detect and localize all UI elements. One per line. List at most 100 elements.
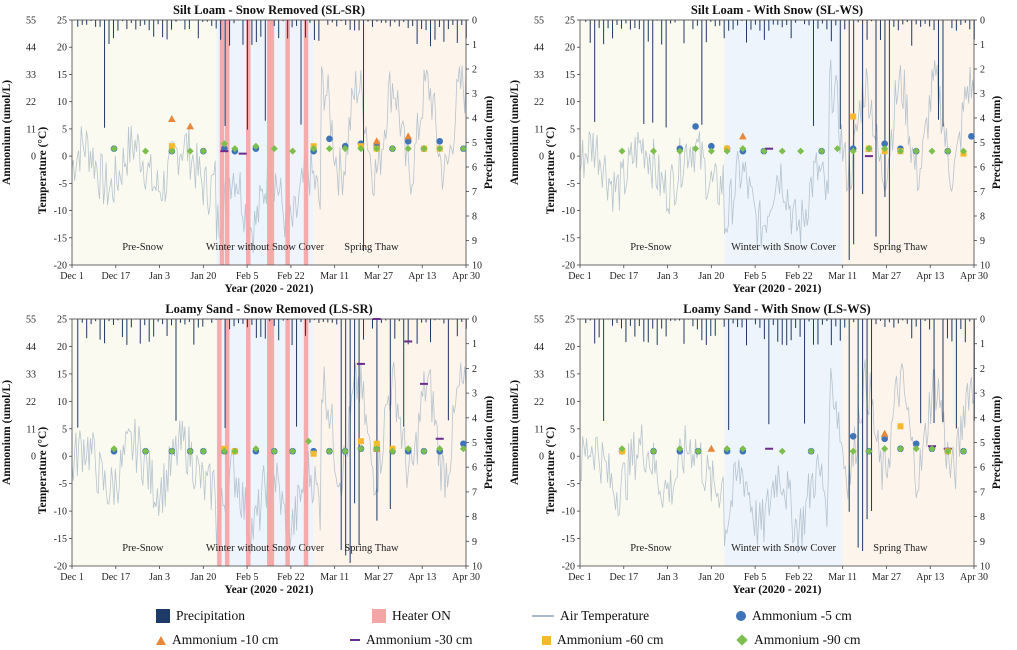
precipitation-axis-label: Precipitation (mm) xyxy=(483,396,495,490)
ammonium-90cm-point xyxy=(199,447,207,455)
precipitation-bar xyxy=(121,319,123,338)
temperature-tick-label: -10 xyxy=(54,206,67,217)
ammonium-tick-label: 0 xyxy=(31,152,36,163)
precipitation-bar xyxy=(354,319,356,504)
precipitation-tick-label: 1 xyxy=(472,40,477,51)
precipitation-bar xyxy=(911,319,913,339)
temperature-tick-label: 10 xyxy=(57,97,67,108)
precipitation-bar xyxy=(728,319,730,430)
ammonium-tick-label: 0 xyxy=(539,152,544,163)
precipitation-bar xyxy=(888,319,890,323)
precipitation-bar xyxy=(781,20,783,28)
panel-title: Silt Loam - Snow Removed (SL-SR) xyxy=(173,3,365,17)
ammonium-90cm-point xyxy=(341,145,349,153)
date-tick-label: Apr 30 xyxy=(452,572,480,583)
precipitation-bar xyxy=(763,319,765,340)
ammonium-axis-label: Ammonium (umol/L) xyxy=(509,80,521,185)
precipitation-bar xyxy=(447,319,449,421)
precipitation-bar xyxy=(661,319,663,329)
ammonium-90cm-point xyxy=(618,147,626,155)
ammonium-90cm-point xyxy=(928,445,936,453)
precipitation-bar xyxy=(318,20,320,41)
precipitation-bar xyxy=(826,319,828,322)
precipitation-bar xyxy=(777,20,779,25)
precipitation-bar xyxy=(938,20,940,120)
legend-amm90: Ammonium -90 cm xyxy=(736,630,861,650)
precipitation-bar xyxy=(714,319,716,336)
date-tick-label: Mar 11 xyxy=(828,271,857,282)
ammonium-90cm-point xyxy=(959,447,967,455)
precipitation-bar xyxy=(363,319,365,340)
panel-title: Loamy Sand - With Snow (LS-WS) xyxy=(683,302,870,316)
precipitation-bar xyxy=(911,20,913,46)
precipitation-bar xyxy=(790,319,792,341)
precipitation-bar xyxy=(90,20,92,21)
precipitation-bar xyxy=(322,319,324,322)
precipitation-bar xyxy=(812,20,814,126)
temperature-axis-label: Temperature (°C) xyxy=(37,127,49,214)
ammonium-30cm-point xyxy=(238,152,247,155)
temperature-tick-label: 25 xyxy=(565,16,575,27)
precipitation-tick-label: 1 xyxy=(980,40,985,51)
ammonium-5cm-point xyxy=(460,440,467,448)
precipitation-bar xyxy=(291,319,293,346)
ammonium-90cm-point xyxy=(959,147,967,155)
legend-amm5: Ammonium -5 cm xyxy=(736,606,852,626)
precipitation-bar xyxy=(345,319,347,556)
phase-label: Spring Thaw xyxy=(344,242,399,253)
precipitation-bar xyxy=(821,319,823,325)
precipitation-bar xyxy=(443,20,445,42)
precipitation-bar xyxy=(162,20,164,38)
precipitation-bar xyxy=(835,20,837,26)
ammonium-tick-label: 44 xyxy=(26,43,36,54)
precipitation-bar xyxy=(638,20,640,30)
precipitation-bar xyxy=(710,319,712,336)
precipitation-bar xyxy=(412,20,414,27)
precipitation-bar xyxy=(955,319,957,429)
precipitation-bar xyxy=(893,319,895,328)
precipitation-bar xyxy=(670,20,672,24)
ammonium-90cm-point xyxy=(310,145,318,153)
precipitation-bar xyxy=(77,20,79,27)
ammonium-90cm-point xyxy=(186,147,194,155)
legend-air-temperature: Air Temperature xyxy=(532,606,649,626)
precipitation-bar xyxy=(175,20,177,22)
precipitation-bar xyxy=(772,20,774,25)
ammonium-10cm-point xyxy=(880,429,889,437)
ammonium-30cm-point xyxy=(864,155,873,158)
precipitation-bar xyxy=(603,20,605,45)
precipitation-bar xyxy=(844,20,846,30)
precipitation-bar xyxy=(629,20,631,30)
precipitation-tick-label: 5 xyxy=(980,438,985,449)
precipitation-bar xyxy=(309,20,311,23)
ammonium-5cm-point xyxy=(881,140,888,148)
precipitation-tick-label: 6 xyxy=(980,463,985,474)
ammonium-tick-label: 33 xyxy=(26,70,36,81)
phase-label: Pre-Snow xyxy=(122,242,164,253)
precipitation-bar xyxy=(117,20,119,31)
precipitation-bar xyxy=(363,20,365,252)
legend-air-temperature-label: Air Temperature xyxy=(560,608,650,623)
precipitation-bar xyxy=(157,20,159,25)
ammonium-90cm-point xyxy=(459,445,467,453)
precipitation-tick-label: 1 xyxy=(980,339,985,350)
x-axis-label: Year (2020 - 2021) xyxy=(225,584,314,596)
precipitation-tick-label: 7 xyxy=(472,187,477,198)
ammonium-90cm-point xyxy=(186,447,194,455)
precipitation-bar xyxy=(826,20,828,30)
ammonium-90cm-point xyxy=(168,447,176,455)
precipitation-bar xyxy=(812,319,814,345)
temperature-tick-label: -5 xyxy=(567,479,575,490)
precipitation-bar xyxy=(403,319,405,427)
phase-band-3 xyxy=(313,20,466,265)
precipitation-bar xyxy=(371,319,373,329)
ammonium-90cm-point xyxy=(739,445,747,453)
air-temperature-line-icon xyxy=(532,615,554,617)
precipitation-bar xyxy=(264,319,266,339)
ammonium-90cm-point xyxy=(944,147,952,155)
precipitation-tick-label: 3 xyxy=(472,389,477,400)
legend-amm60-label: Ammonium -60 cm xyxy=(557,632,664,647)
precipitation-bar xyxy=(647,20,649,42)
precipitation-bar xyxy=(108,20,110,44)
precipitation-bar xyxy=(969,319,971,322)
